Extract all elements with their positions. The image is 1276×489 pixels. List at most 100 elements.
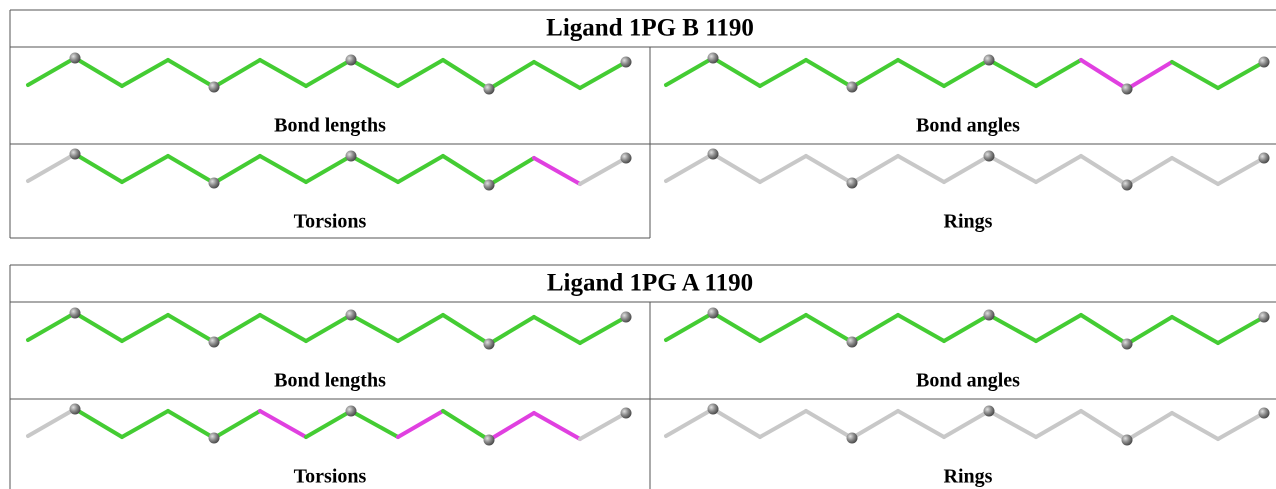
atom xyxy=(345,150,357,162)
ligand-table: Ligand 1PG B 1190 Bond lengths Bond angles… xyxy=(9,9,1276,239)
panel-caption: Rings xyxy=(944,211,993,233)
molecule xyxy=(26,148,632,191)
molecule xyxy=(664,52,1270,95)
bond xyxy=(664,152,715,183)
bond xyxy=(26,56,77,87)
bond xyxy=(1034,409,1083,439)
bond xyxy=(850,313,900,344)
bond xyxy=(758,409,808,439)
atom xyxy=(69,307,81,319)
bond xyxy=(258,58,308,88)
atom xyxy=(620,56,632,68)
bond xyxy=(1125,156,1174,187)
bond xyxy=(441,58,491,91)
bond xyxy=(396,313,445,343)
panel-caption: Bond angles xyxy=(916,370,1020,392)
bond xyxy=(349,409,400,439)
atom xyxy=(1121,179,1133,191)
ligand-table: Ligand 1PG A 1190 Bond lengths Bond angles… xyxy=(9,264,1276,489)
molecule xyxy=(664,403,1270,446)
atom xyxy=(846,177,858,189)
atom xyxy=(846,432,858,444)
bond xyxy=(26,407,77,438)
bond xyxy=(487,315,536,346)
bond xyxy=(166,313,216,344)
bond xyxy=(1216,315,1266,345)
atom xyxy=(69,403,81,415)
atom xyxy=(69,52,81,64)
bond xyxy=(166,154,216,185)
atom xyxy=(983,309,995,321)
bond xyxy=(1034,313,1083,343)
bond xyxy=(758,313,808,343)
atom xyxy=(1258,56,1270,68)
bond xyxy=(349,313,400,343)
atom xyxy=(208,177,220,189)
atom xyxy=(1121,338,1133,350)
bond xyxy=(664,311,715,342)
atom xyxy=(707,52,719,64)
bond xyxy=(664,56,715,87)
bond xyxy=(532,315,582,345)
bond xyxy=(896,409,946,439)
bond xyxy=(804,154,854,185)
bond xyxy=(1079,154,1129,187)
molecule xyxy=(664,307,1270,350)
bond xyxy=(73,152,124,184)
atom xyxy=(983,150,995,162)
molecule xyxy=(26,307,632,350)
molecule xyxy=(26,403,632,446)
bond xyxy=(1125,315,1174,346)
bond xyxy=(1170,60,1220,90)
bond xyxy=(166,58,216,89)
bond xyxy=(441,154,491,187)
bond xyxy=(304,58,353,88)
panel-caption: Bond lengths xyxy=(274,115,386,137)
bond xyxy=(532,60,582,90)
bond xyxy=(758,154,808,184)
atom xyxy=(345,309,357,321)
bond xyxy=(1170,315,1220,345)
bond xyxy=(804,409,854,440)
atom xyxy=(208,432,220,444)
bond xyxy=(1216,60,1266,90)
bond xyxy=(258,409,308,439)
molecule xyxy=(26,52,632,95)
bond xyxy=(120,58,170,88)
panel-caption: Torsions xyxy=(294,466,367,488)
atom xyxy=(707,148,719,160)
atom xyxy=(846,81,858,93)
bond xyxy=(1216,156,1266,186)
panel-caption: Rings xyxy=(944,466,993,488)
bond xyxy=(1170,156,1220,186)
bond xyxy=(396,58,445,88)
bond xyxy=(304,409,353,439)
bond xyxy=(304,313,353,343)
atom xyxy=(620,152,632,164)
atom xyxy=(983,405,995,417)
bond xyxy=(441,313,491,346)
bond xyxy=(804,58,854,89)
atom xyxy=(1258,311,1270,323)
bond xyxy=(896,313,946,343)
bond xyxy=(578,411,628,441)
bond xyxy=(212,58,262,89)
bond xyxy=(1034,58,1083,88)
bond xyxy=(73,56,124,88)
bond xyxy=(1125,411,1174,442)
bond xyxy=(1216,411,1266,441)
bond xyxy=(664,407,715,438)
atom xyxy=(483,83,495,95)
bond xyxy=(896,154,946,184)
bond xyxy=(578,315,628,345)
atom xyxy=(1121,434,1133,446)
atom xyxy=(345,405,357,417)
bond xyxy=(711,152,762,184)
bond xyxy=(532,411,582,441)
bond xyxy=(850,154,900,185)
bond xyxy=(304,154,353,184)
bond xyxy=(73,311,124,343)
bond xyxy=(26,311,77,342)
bond xyxy=(166,409,216,440)
